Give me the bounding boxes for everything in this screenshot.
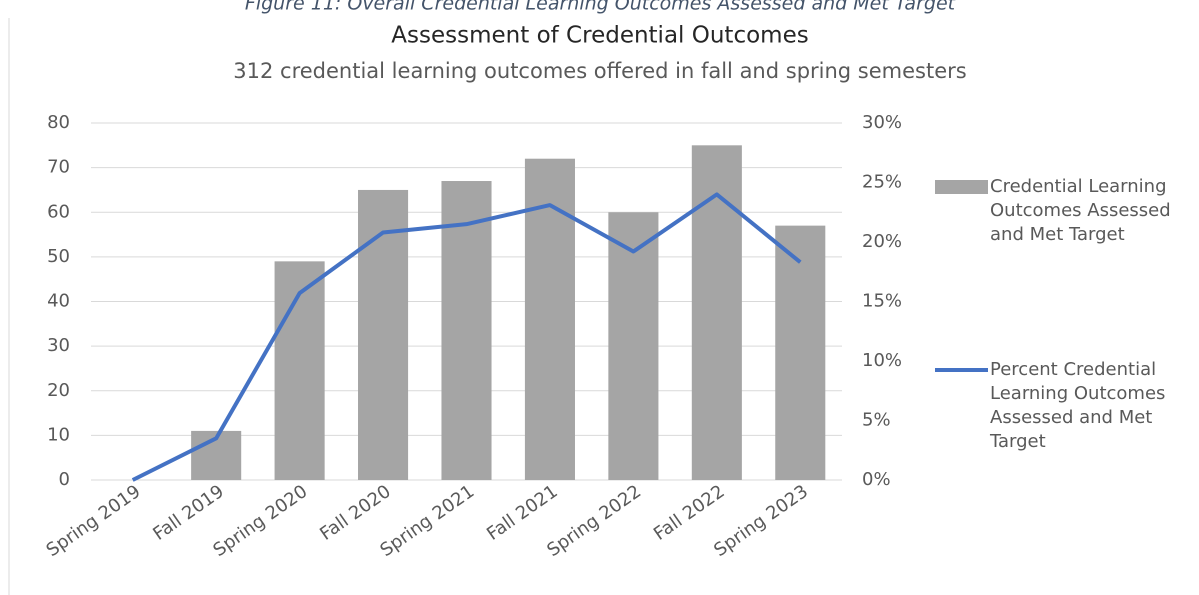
x-tick-label: Fall 2021 — [483, 481, 562, 545]
y-tick-label: 70 — [47, 157, 70, 178]
y2-tick-label: 10% — [862, 350, 902, 371]
legend-label: Credential Learning Outcomes Assessed an… — [990, 176, 1171, 245]
line — [131, 192, 802, 482]
bar — [691, 145, 742, 480]
chart-subtitle: 312 credential learning outcomes offered… — [233, 59, 966, 83]
y2-tick-label: 25% — [862, 172, 902, 193]
x-tick-label: Spring 2023 — [710, 481, 812, 561]
caption: Figure 11: Overall Credential Learning O… — [245, 0, 957, 15]
y-tick-label: 80 — [47, 112, 70, 133]
legend-label: Percent Credential Learning Outcomes Ass… — [990, 359, 1166, 452]
y2-tick-label: 30% — [862, 112, 902, 133]
bar — [608, 212, 659, 480]
bar — [441, 181, 492, 480]
y-tick-label: 30 — [47, 335, 70, 356]
x-tick-label: Fall 2020 — [316, 481, 395, 545]
bar — [358, 189, 409, 480]
y-tick-label: 40 — [47, 291, 70, 312]
bar — [775, 225, 826, 480]
chart-title: Assessment of Credential Outcomes — [391, 23, 808, 49]
x-tick-label: Fall 2019 — [149, 481, 228, 545]
y-tick-label: 50 — [47, 246, 70, 267]
y-tick-label: 10 — [47, 424, 70, 445]
x-tick-label: Spring 2021 — [376, 481, 478, 561]
x-tick-label: Spring 2022 — [543, 481, 645, 561]
x-tick-label: Spring 2020 — [210, 481, 312, 561]
legend-swatch — [935, 180, 988, 194]
x-tick-label: Spring 2019 — [43, 481, 145, 561]
x-tick-label: Fall 2022 — [650, 481, 729, 545]
y2-tick-label: 0% — [862, 469, 891, 490]
bar — [274, 261, 325, 480]
y2-tick-label: 20% — [862, 231, 902, 252]
y2-tick-label: 5% — [862, 410, 891, 431]
y-tick-label: 0 — [59, 469, 70, 490]
y-tick-label: 60 — [47, 201, 70, 222]
y-tick-label: 20 — [47, 380, 70, 401]
y2-tick-label: 15% — [862, 291, 902, 312]
